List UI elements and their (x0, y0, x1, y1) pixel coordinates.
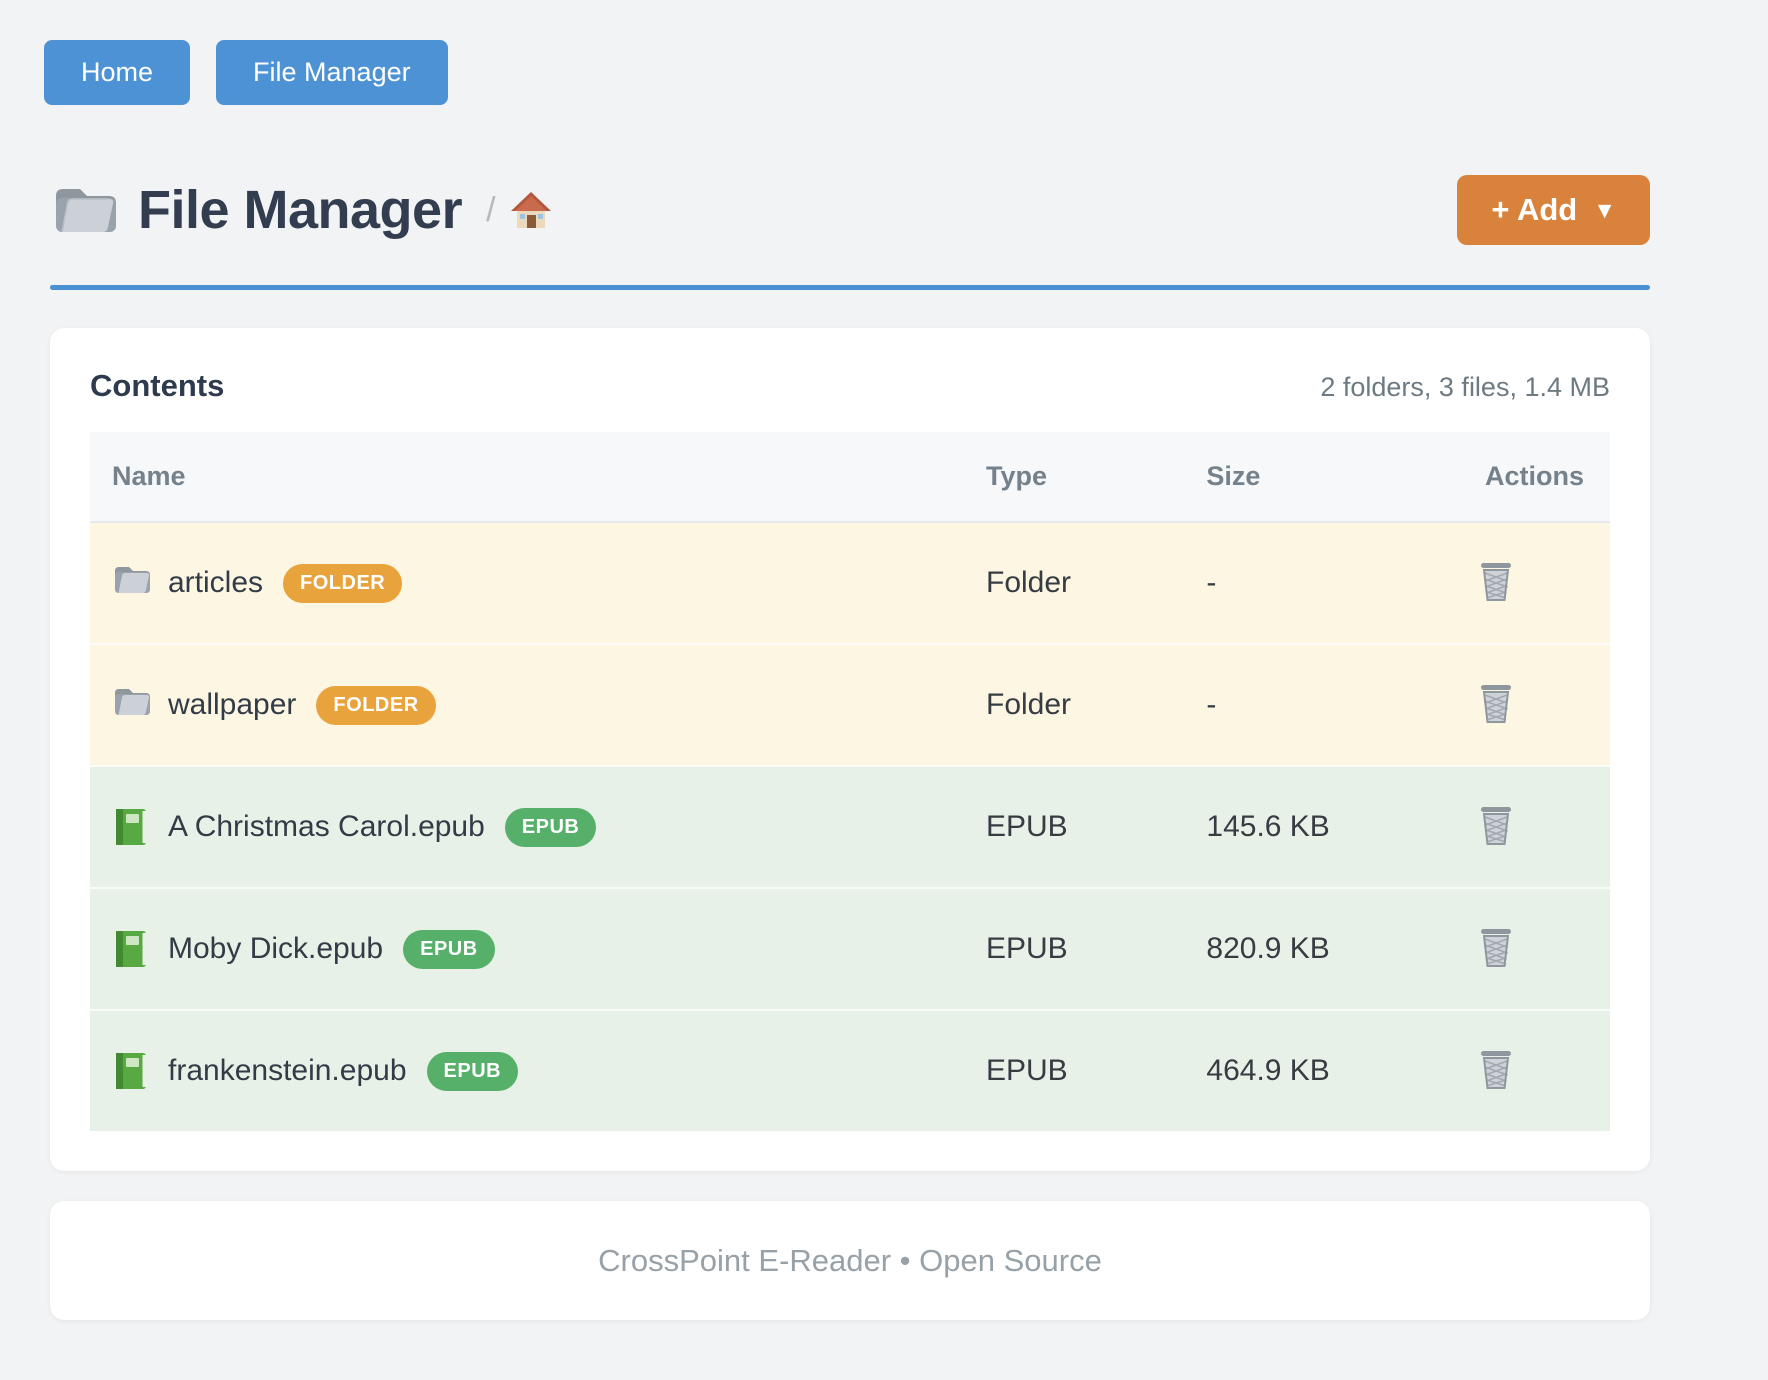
folder-icon (112, 563, 150, 603)
contents-card-header: Contents 2 folders, 3 files, 1.4 MB (90, 368, 1610, 404)
delete-button[interactable] (1474, 800, 1518, 850)
file-type-badge: FOLDER (283, 563, 403, 603)
top-nav: Home File Manager (0, 0, 1768, 105)
file-type-cell: EPUB (964, 887, 1185, 1010)
delete-button[interactable] (1474, 556, 1518, 606)
footer-card: CrossPoint E-Reader • Open Source (50, 1201, 1650, 1320)
file-name-link[interactable]: Moby Dick.epub (168, 932, 384, 965)
file-table: Name Type Size Actions (90, 432, 1610, 1131)
book-icon (112, 1051, 150, 1091)
column-header-name: Name (90, 432, 964, 522)
table-row: A Christmas Carol.epub EPUB EPUB 145.6 K… (90, 765, 1610, 888)
file-name-link[interactable]: articles (168, 566, 264, 599)
file-size-cell: - (1184, 521, 1382, 644)
add-button-label: + Add (1491, 192, 1578, 227)
column-header-size: Size (1184, 432, 1382, 522)
table-row: Moby Dick.epub EPUB EPUB 820.9 KB (90, 887, 1610, 1010)
file-table-head: Name Type Size Actions (90, 432, 1610, 522)
file-name-link[interactable]: A Christmas Carol.epub (168, 810, 485, 843)
page-container: File Manager / + Add ▼ (50, 175, 1650, 1320)
trash-icon (1478, 804, 1514, 846)
table-row: wallpaper FOLDER Folder - (90, 643, 1610, 766)
book-icon (112, 929, 150, 969)
book-icon (112, 807, 150, 847)
contents-card: Contents 2 folders, 3 files, 1.4 MB Name… (50, 328, 1650, 1171)
file-type-badge: EPUB (504, 807, 597, 847)
page-title-group: File Manager / (50, 179, 552, 241)
file-type-cell: Folder (964, 521, 1185, 644)
house-icon[interactable] (510, 189, 552, 231)
folder-icon (50, 182, 116, 238)
file-table-body: articles FOLDER Folder - (90, 521, 1610, 1131)
file-size-cell: 464.9 KB (1184, 1009, 1382, 1131)
page-header: File Manager / + Add ▼ (50, 175, 1650, 245)
page-title: File Manager (138, 180, 463, 240)
table-row: articles FOLDER Folder - (90, 521, 1610, 644)
add-button[interactable]: + Add ▼ (1457, 175, 1650, 245)
header-divider (50, 285, 1650, 290)
breadcrumb-separator: / (486, 190, 496, 229)
trash-icon (1478, 682, 1514, 724)
folder-icon (112, 685, 150, 725)
trash-icon (1478, 1048, 1514, 1090)
footer-text: CrossPoint E-Reader • Open Source (598, 1242, 1102, 1278)
file-size-cell: 145.6 KB (1184, 765, 1382, 888)
contents-title: Contents (90, 368, 225, 403)
delete-button[interactable] (1474, 678, 1518, 728)
breadcrumb: / (486, 189, 551, 231)
delete-button[interactable] (1474, 922, 1518, 972)
trash-icon (1478, 926, 1514, 968)
chevron-down-icon: ▼ (1593, 196, 1616, 223)
file-name-link[interactable]: frankenstein.epub (168, 1054, 407, 1087)
nav-home-button[interactable]: Home (44, 40, 191, 105)
delete-button[interactable] (1474, 1044, 1518, 1094)
file-type-cell: EPUB (964, 1009, 1185, 1131)
file-type-badge: FOLDER (316, 685, 436, 725)
file-size-cell: - (1184, 643, 1382, 766)
contents-summary: 2 folders, 3 files, 1.4 MB (1320, 372, 1610, 402)
file-size-cell: 820.9 KB (1184, 887, 1382, 1010)
column-header-actions: Actions (1381, 432, 1610, 522)
trash-icon (1478, 560, 1514, 602)
file-type-badge: EPUB (426, 1051, 519, 1091)
table-row: frankenstein.epub EPUB EPUB 464.9 KB (90, 1009, 1610, 1131)
file-type-badge: EPUB (403, 929, 495, 969)
nav-file-manager-button[interactable]: File Manager (216, 40, 448, 105)
file-type-cell: Folder (964, 643, 1185, 766)
column-header-type: Type (964, 432, 1185, 522)
file-name-link[interactable]: wallpaper (168, 688, 297, 721)
file-type-cell: EPUB (964, 765, 1185, 888)
